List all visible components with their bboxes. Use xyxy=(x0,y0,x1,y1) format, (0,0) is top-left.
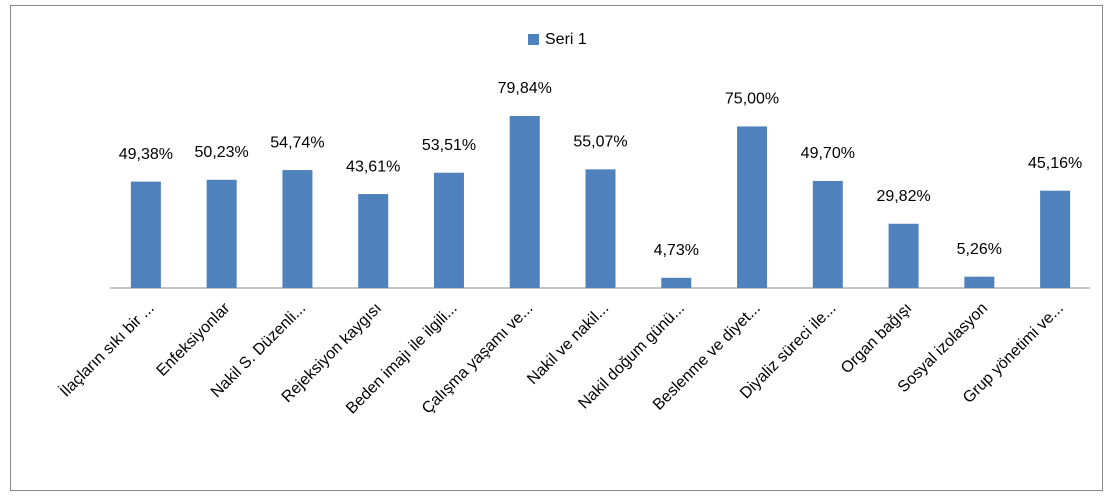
bar xyxy=(585,169,616,288)
legend-swatch xyxy=(528,34,539,45)
bar xyxy=(964,276,995,288)
data-label: 75,00% xyxy=(725,91,779,108)
bar xyxy=(433,172,464,288)
bar xyxy=(358,194,389,288)
bar xyxy=(130,181,161,288)
data-label: 53,51% xyxy=(422,137,476,154)
bar xyxy=(737,126,768,289)
bar xyxy=(509,116,540,288)
data-label: 4,73% xyxy=(654,242,699,259)
bar xyxy=(282,170,313,288)
data-label: 54,74% xyxy=(270,134,324,151)
bar xyxy=(206,179,237,288)
data-label: 49,38% xyxy=(119,146,173,163)
data-label: 43,61% xyxy=(346,158,400,175)
bar xyxy=(888,223,919,288)
data-label: 45,16% xyxy=(1028,155,1082,172)
bar xyxy=(812,180,843,288)
bar xyxy=(661,277,692,288)
data-label: 50,23% xyxy=(195,144,249,161)
bar xyxy=(1040,190,1071,288)
data-label: 29,82% xyxy=(876,188,930,205)
data-label: 79,84% xyxy=(498,80,552,97)
chart-frame xyxy=(10,5,1103,491)
data-label: 55,07% xyxy=(573,134,627,151)
data-label: 5,26% xyxy=(957,241,1002,258)
legend-label: Seri 1 xyxy=(545,31,587,48)
data-label: 49,70% xyxy=(801,145,855,162)
